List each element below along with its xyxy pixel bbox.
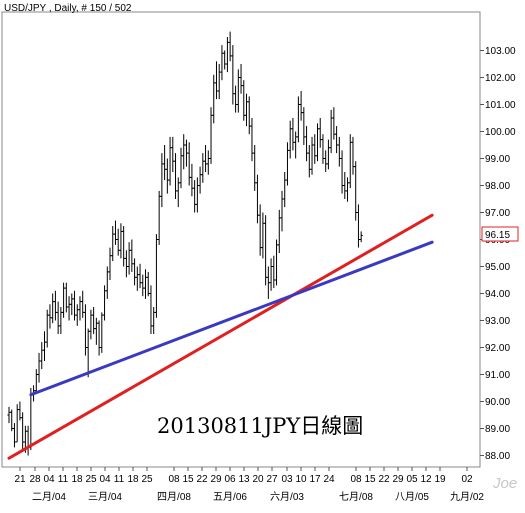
- y-tick-label: 88.00: [485, 451, 510, 462]
- month-label: 七月/08: [339, 491, 373, 503]
- x-tick-label: 27: [266, 474, 278, 485]
- x-tick-label: 04: [99, 474, 111, 485]
- y-axis: 88.00 89.00 90.00 91.00 92.00 93.00 94.00 95.00…: [480, 46, 516, 462]
- current-price-label: 96.15: [481, 226, 519, 242]
- x-tick-label: 29: [392, 474, 404, 485]
- x-tick-label: 15: [364, 474, 376, 485]
- x-tick-label: 11: [114, 474, 125, 485]
- x-tick-label: 25: [85, 474, 97, 485]
- trendline-blue: [29, 240, 434, 397]
- month-label: 四月/08: [157, 491, 191, 503]
- ohlc-bar: [359, 231, 363, 243]
- x-axis: 21 28 04 11 18 25 04 11 18 25 08 15 22 29 06 13 20 27 03 10…: [14, 467, 484, 503]
- y-tick-label: 98.00: [485, 181, 510, 192]
- x-tick-label: 06: [224, 474, 236, 485]
- trendline-red: [7, 213, 434, 460]
- y-tick-label: 99.00: [485, 154, 510, 165]
- x-tick-label: 18: [127, 474, 139, 485]
- x-tick-label: 12: [420, 474, 432, 485]
- y-tick-label: 100.00: [485, 127, 516, 138]
- y-tick-label: 91.00: [485, 370, 510, 381]
- x-tick-label: 08: [168, 474, 180, 485]
- x-tick-label: 24: [323, 474, 335, 485]
- month-label: 三月/04: [88, 491, 122, 503]
- month-label: 五月/06: [213, 491, 247, 503]
- month-label: 八月/05: [395, 491, 429, 503]
- x-tick-label: 21: [14, 474, 26, 485]
- x-tick-label: 10: [295, 474, 307, 485]
- y-tick-label: 92.00: [485, 343, 510, 354]
- x-tick-label: 22: [378, 474, 390, 485]
- x-tick-label: 19: [434, 474, 446, 485]
- x-tick-label: 15: [182, 474, 194, 485]
- x-tick-label: 05: [406, 474, 418, 485]
- y-tick-label: 93.00: [485, 316, 510, 327]
- x-tick-label: 11: [58, 474, 69, 485]
- price-bars: [7, 31, 363, 456]
- x-tick-label: 03: [281, 474, 293, 485]
- x-tick-label: 22: [196, 474, 208, 485]
- trendlines: [7, 213, 434, 460]
- y-tick-label: 89.00: [485, 424, 510, 435]
- chart-title: USD/JPY , Daily, # 150 / 502: [4, 3, 132, 14]
- x-tick-label: 20: [252, 474, 264, 485]
- x-tick-label: 13: [238, 474, 250, 485]
- chart-annotation: 20130811JPY日線圖: [157, 414, 363, 438]
- y-tick-label: 94.00: [485, 289, 510, 300]
- y-tick-label: 90.00: [485, 397, 510, 408]
- x-tick-label: 25: [141, 474, 153, 485]
- y-tick-label: 95.00: [485, 262, 510, 273]
- x-tick-label: 17: [309, 474, 321, 485]
- y-tick-label: 102.00: [485, 73, 516, 84]
- month-label: 六月/03: [270, 491, 304, 503]
- month-label: 九月/02: [450, 491, 484, 503]
- x-tick-label: 28: [29, 474, 41, 485]
- watermark: Joe: [492, 475, 517, 492]
- x-tick-label: 18: [71, 474, 83, 485]
- x-tick-label: 04: [43, 474, 55, 485]
- x-tick-label: 29: [210, 474, 222, 485]
- y-tick-label: 97.00: [485, 208, 510, 219]
- y-tick-label: 103.00: [485, 46, 516, 57]
- y-tick-label: 101.00: [485, 100, 516, 111]
- current-price-value: 96.15: [485, 230, 510, 241]
- x-tick-label: 08: [350, 474, 362, 485]
- x-tick-label: 02: [461, 474, 473, 485]
- month-label: 二月/04: [32, 491, 66, 503]
